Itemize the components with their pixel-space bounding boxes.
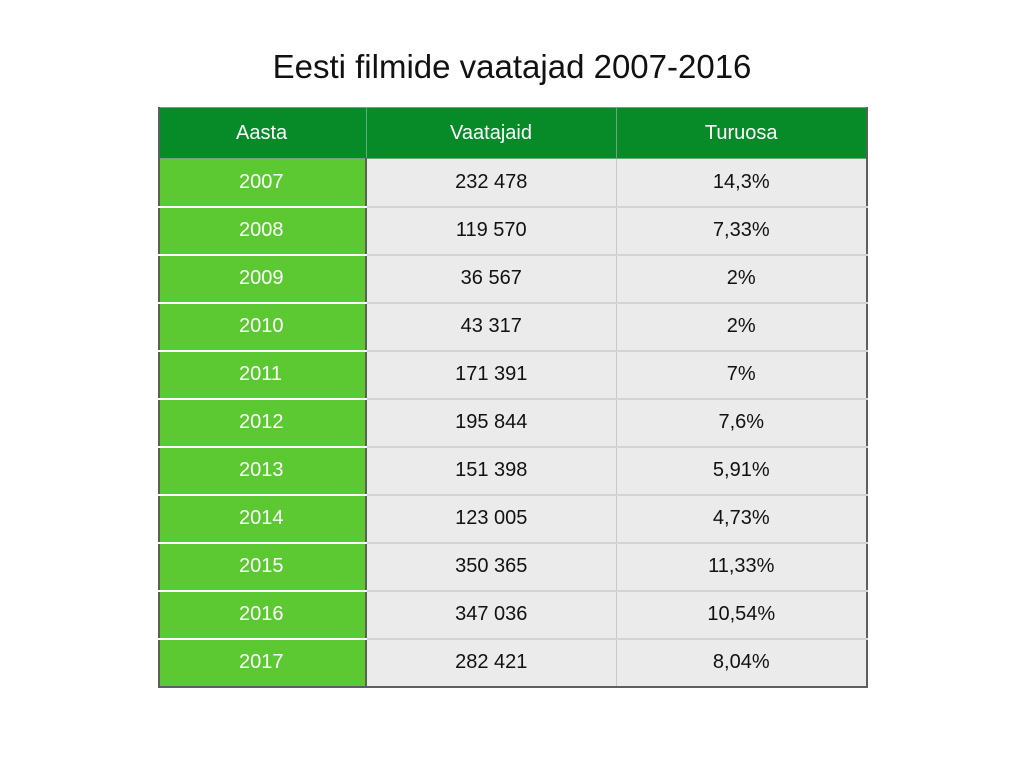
year-cell: 2016 xyxy=(158,590,367,640)
table-row: 2009 36 567 2% xyxy=(158,254,868,304)
year-cell: 2017 xyxy=(158,638,367,688)
viewers-cell: 232 478 xyxy=(365,158,617,208)
share-cell: 14,3% xyxy=(615,158,868,208)
share-cell: 7,33% xyxy=(615,206,868,256)
table-row: 2016 347 036 10,54% xyxy=(158,590,868,640)
viewers-cell: 43 317 xyxy=(365,302,617,352)
viewers-cell: 171 391 xyxy=(365,350,617,400)
header-year: Aasta xyxy=(158,107,367,159)
share-cell: 7% xyxy=(615,350,868,400)
share-cell: 11,33% xyxy=(615,542,868,592)
share-cell: 5,91% xyxy=(615,446,868,496)
viewers-cell: 195 844 xyxy=(365,398,617,448)
slide-title: Eesti filmide vaatajad 2007-2016 xyxy=(272,48,752,85)
viewers-cell: 350 365 xyxy=(365,542,617,592)
year-cell: 2013 xyxy=(158,446,367,496)
viewers-cell: 347 036 xyxy=(365,590,617,640)
share-cell: 2% xyxy=(615,254,868,304)
viewers-cell: 282 421 xyxy=(365,638,617,688)
viewers-table: Aasta Vaatajaid Turuosa 2007 232 478 14,… xyxy=(158,107,868,688)
year-cell: 2009 xyxy=(158,254,367,304)
year-cell: 2008 xyxy=(158,206,367,256)
year-cell: 2015 xyxy=(158,542,367,592)
table-header-row: Aasta Vaatajaid Turuosa xyxy=(158,107,868,159)
year-cell: 2014 xyxy=(158,494,367,544)
share-cell: 2% xyxy=(615,302,868,352)
share-cell: 7,6% xyxy=(615,398,868,448)
table-row: 2007 232 478 14,3% xyxy=(158,158,868,208)
viewers-cell: 151 398 xyxy=(365,446,617,496)
share-cell: 10,54% xyxy=(615,590,868,640)
viewers-cell: 123 005 xyxy=(365,494,617,544)
table-row: 2010 43 317 2% xyxy=(158,302,868,352)
table-row: 2012 195 844 7,6% xyxy=(158,398,868,448)
viewers-cell: 119 570 xyxy=(365,206,617,256)
year-cell: 2012 xyxy=(158,398,367,448)
header-viewers: Vaatajaid xyxy=(365,107,617,159)
table-row: 2017 282 421 8,04% xyxy=(158,638,868,688)
table-row: 2008 119 570 7,33% xyxy=(158,206,868,256)
table-row: 2011 171 391 7% xyxy=(158,350,868,400)
table-row: 2014 123 005 4,73% xyxy=(158,494,868,544)
header-market-share: Turuosa xyxy=(615,107,868,159)
year-cell: 2007 xyxy=(158,158,367,208)
table-row: 2013 151 398 5,91% xyxy=(158,446,868,496)
share-cell: 4,73% xyxy=(615,494,868,544)
year-cell: 2010 xyxy=(158,302,367,352)
viewers-cell: 36 567 xyxy=(365,254,617,304)
share-cell: 8,04% xyxy=(615,638,868,688)
table-row: 2015 350 365 11,33% xyxy=(158,542,868,592)
year-cell: 2011 xyxy=(158,350,367,400)
